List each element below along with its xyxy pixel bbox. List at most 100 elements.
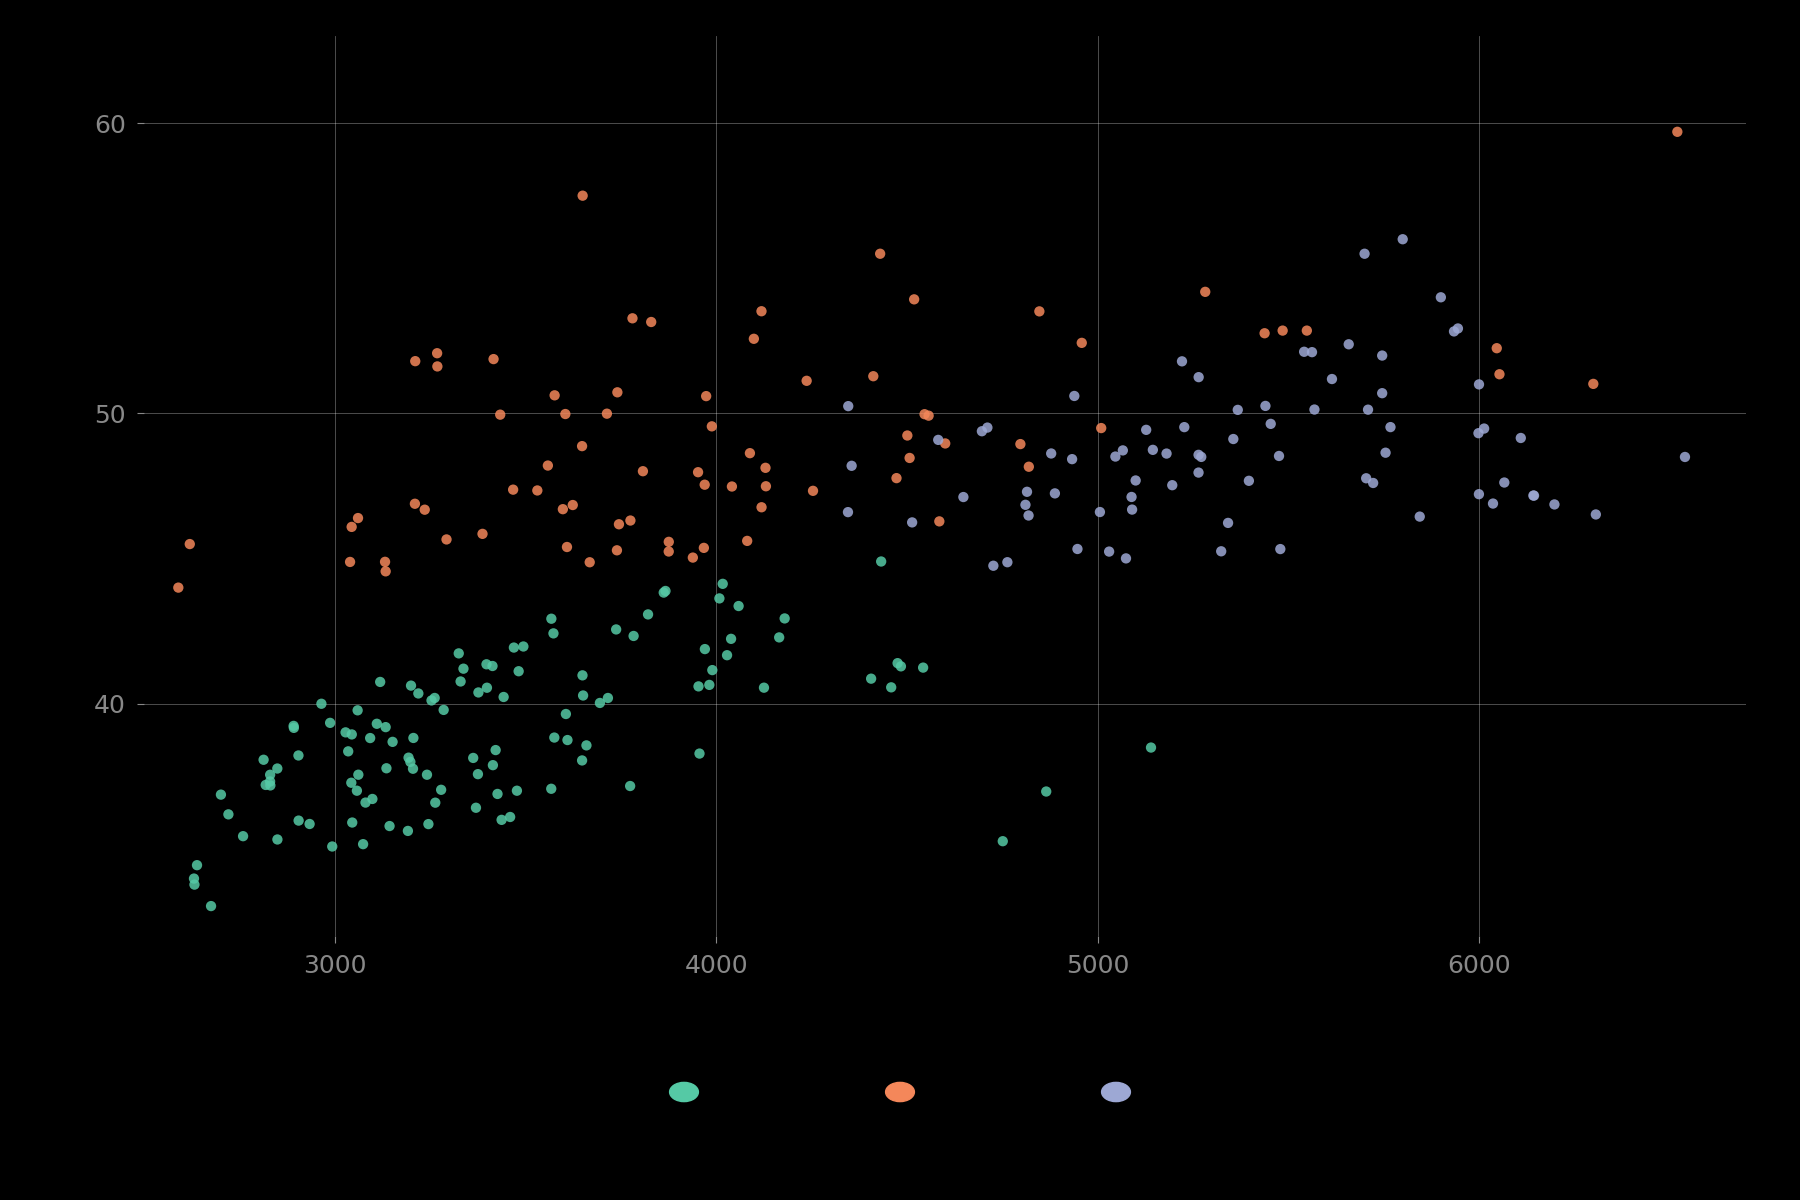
blue xyxy=(1013,506,1042,526)
teal xyxy=(1136,738,1165,757)
orange xyxy=(1483,338,1512,358)
teal xyxy=(256,766,284,785)
teal xyxy=(349,834,378,853)
orange xyxy=(549,499,578,518)
teal xyxy=(358,790,387,809)
orange xyxy=(371,562,400,581)
orange xyxy=(679,548,707,568)
orange xyxy=(689,539,718,558)
blue xyxy=(1368,346,1397,365)
teal xyxy=(461,798,490,817)
orange xyxy=(895,449,923,468)
blue xyxy=(974,418,1003,437)
orange xyxy=(558,496,587,515)
teal xyxy=(495,808,524,827)
orange xyxy=(401,494,430,514)
orange xyxy=(655,542,684,562)
orange xyxy=(859,367,887,386)
teal xyxy=(482,785,511,804)
orange xyxy=(1087,419,1116,438)
teal xyxy=(337,773,365,792)
teal xyxy=(479,656,508,676)
teal xyxy=(538,624,567,643)
teal xyxy=(182,856,211,875)
blue xyxy=(1060,386,1089,406)
orange xyxy=(175,534,203,553)
teal xyxy=(536,779,565,798)
orange xyxy=(792,371,821,390)
blue xyxy=(1541,494,1570,514)
orange xyxy=(1579,374,1607,394)
orange xyxy=(401,352,430,371)
orange xyxy=(1067,334,1096,353)
teal xyxy=(396,676,425,695)
teal xyxy=(396,752,425,772)
teal xyxy=(263,830,292,850)
teal xyxy=(765,628,794,647)
teal xyxy=(619,626,648,646)
blue xyxy=(1058,450,1087,469)
orange xyxy=(1006,434,1035,454)
orange xyxy=(423,343,452,362)
teal xyxy=(479,756,508,775)
teal xyxy=(229,827,257,846)
teal xyxy=(279,719,308,738)
orange xyxy=(925,511,954,530)
blue xyxy=(1291,342,1319,361)
orange xyxy=(1015,457,1044,476)
teal xyxy=(374,816,403,835)
teal xyxy=(691,640,720,659)
teal xyxy=(713,646,742,665)
teal xyxy=(686,744,715,763)
teal xyxy=(1031,782,1060,802)
teal xyxy=(180,875,209,894)
blue xyxy=(1012,496,1040,515)
orange xyxy=(592,404,621,424)
teal xyxy=(509,637,538,656)
teal xyxy=(488,810,517,829)
teal xyxy=(988,832,1017,851)
orange xyxy=(655,533,684,552)
orange xyxy=(747,498,776,517)
teal xyxy=(333,742,362,761)
orange xyxy=(691,386,720,406)
teal xyxy=(279,716,308,736)
blue xyxy=(1094,542,1123,562)
blue xyxy=(1265,540,1294,559)
teal xyxy=(459,749,488,768)
orange xyxy=(432,530,461,550)
blue xyxy=(1359,473,1388,492)
teal xyxy=(716,629,745,648)
orange xyxy=(736,444,765,463)
orange xyxy=(911,404,940,424)
teal xyxy=(418,691,446,710)
orange xyxy=(1485,365,1514,384)
blue xyxy=(833,396,862,415)
orange xyxy=(751,458,779,478)
teal xyxy=(695,676,724,695)
teal xyxy=(337,725,365,744)
teal xyxy=(567,751,596,770)
teal xyxy=(594,689,623,708)
teal xyxy=(572,736,601,755)
blue xyxy=(898,512,927,532)
orange xyxy=(603,541,632,560)
orange xyxy=(576,553,605,572)
blue xyxy=(1037,444,1066,463)
teal xyxy=(284,811,313,830)
blue xyxy=(1132,420,1161,439)
blue xyxy=(1184,445,1213,464)
blue xyxy=(1444,319,1472,338)
blue xyxy=(1465,374,1494,394)
orange xyxy=(468,524,497,544)
teal xyxy=(344,766,373,785)
orange xyxy=(752,476,781,496)
blue xyxy=(1334,335,1363,354)
orange xyxy=(344,509,373,528)
blue xyxy=(1186,448,1215,467)
blue xyxy=(1368,384,1397,403)
blue xyxy=(994,553,1022,572)
blue xyxy=(1235,472,1264,491)
orange xyxy=(423,356,452,376)
blue xyxy=(1507,428,1535,448)
